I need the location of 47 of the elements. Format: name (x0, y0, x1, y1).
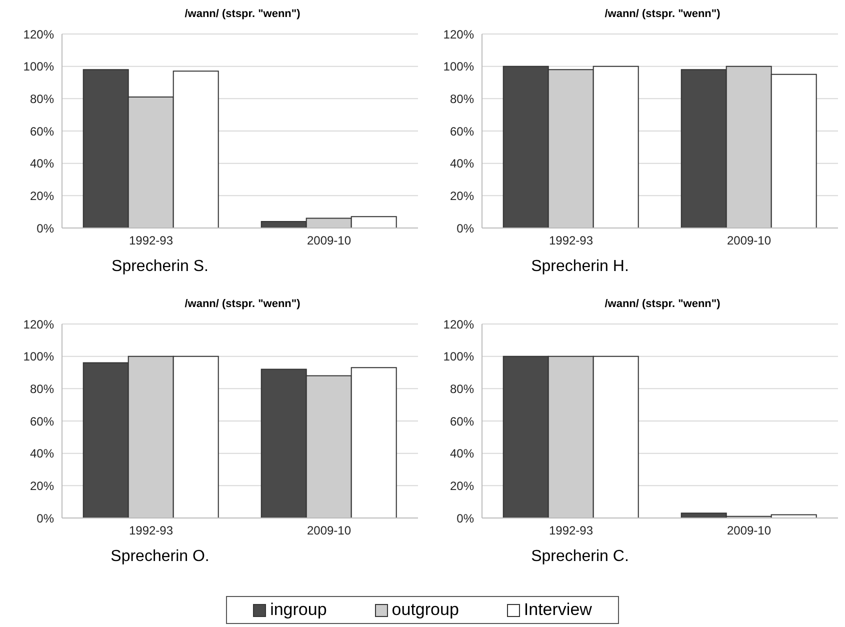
y-tick-label: 20% (450, 478, 474, 493)
y-tick-label: 20% (30, 188, 54, 203)
y-tick-label: 0% (36, 511, 54, 526)
chart-title: /wann/ (stspr. "wenn") (604, 8, 722, 20)
y-tick-label: 100% (23, 60, 54, 74)
y-tick-label: 80% (30, 382, 54, 396)
y-tick-label: 0% (36, 221, 54, 236)
x-axis-title: Sprecherin C. (530, 548, 630, 566)
x-tick-label: 1992-93 (548, 524, 594, 538)
x-tick-label: 1992-93 (128, 234, 174, 248)
y-tick-label: 80% (30, 92, 54, 106)
x-tick-label: 1992-93 (548, 234, 594, 248)
y-tick-label: 60% (30, 414, 54, 428)
x-axis-title: Sprecherin O. (110, 548, 210, 566)
y-tick-label: 100% (23, 350, 54, 364)
legend-label: outgroup (390, 600, 459, 620)
y-tick-label: 40% (30, 156, 54, 171)
x-axis-title: Sprecherin H. (530, 258, 630, 276)
y-tick-label: 0% (456, 221, 474, 236)
y-tick-label: 120% (23, 317, 54, 332)
x-axis-title: Sprecherin S. (110, 258, 210, 276)
y-tick-label: 100% (443, 350, 474, 364)
y-tick-label: 20% (450, 188, 474, 203)
legend-label: Interview (522, 600, 592, 620)
y-tick-label: 0% (456, 511, 474, 526)
x-tick-label: 2009-10 (726, 234, 772, 248)
y-tick-label: 60% (450, 124, 474, 138)
chart-title: /wann/ (stspr. "wenn") (184, 8, 302, 20)
y-tick-label: 120% (443, 27, 474, 42)
x-tick-label: 2009-10 (726, 524, 772, 538)
x-tick-label: 2009-10 (306, 234, 352, 248)
x-tick-label: 2009-10 (306, 524, 352, 538)
y-tick-label: 80% (450, 382, 474, 396)
y-tick-label: 20% (30, 478, 54, 493)
y-tick-label: 100% (443, 60, 474, 74)
chart-title: /wann/ (stspr. "wenn") (184, 298, 302, 310)
y-tick-label: 60% (450, 414, 474, 428)
y-tick-label: 60% (30, 124, 54, 138)
y-tick-label: 120% (443, 317, 474, 332)
y-tick-label: 40% (450, 156, 474, 171)
chart-title: /wann/ (stspr. "wenn") (604, 298, 722, 310)
y-tick-label: 40% (450, 446, 474, 461)
y-tick-label: 120% (23, 27, 54, 42)
y-tick-label: 40% (30, 446, 54, 461)
y-tick-label: 80% (450, 92, 474, 106)
x-tick-label: 1992-93 (128, 524, 174, 538)
legend-label: ingroup (269, 600, 327, 620)
